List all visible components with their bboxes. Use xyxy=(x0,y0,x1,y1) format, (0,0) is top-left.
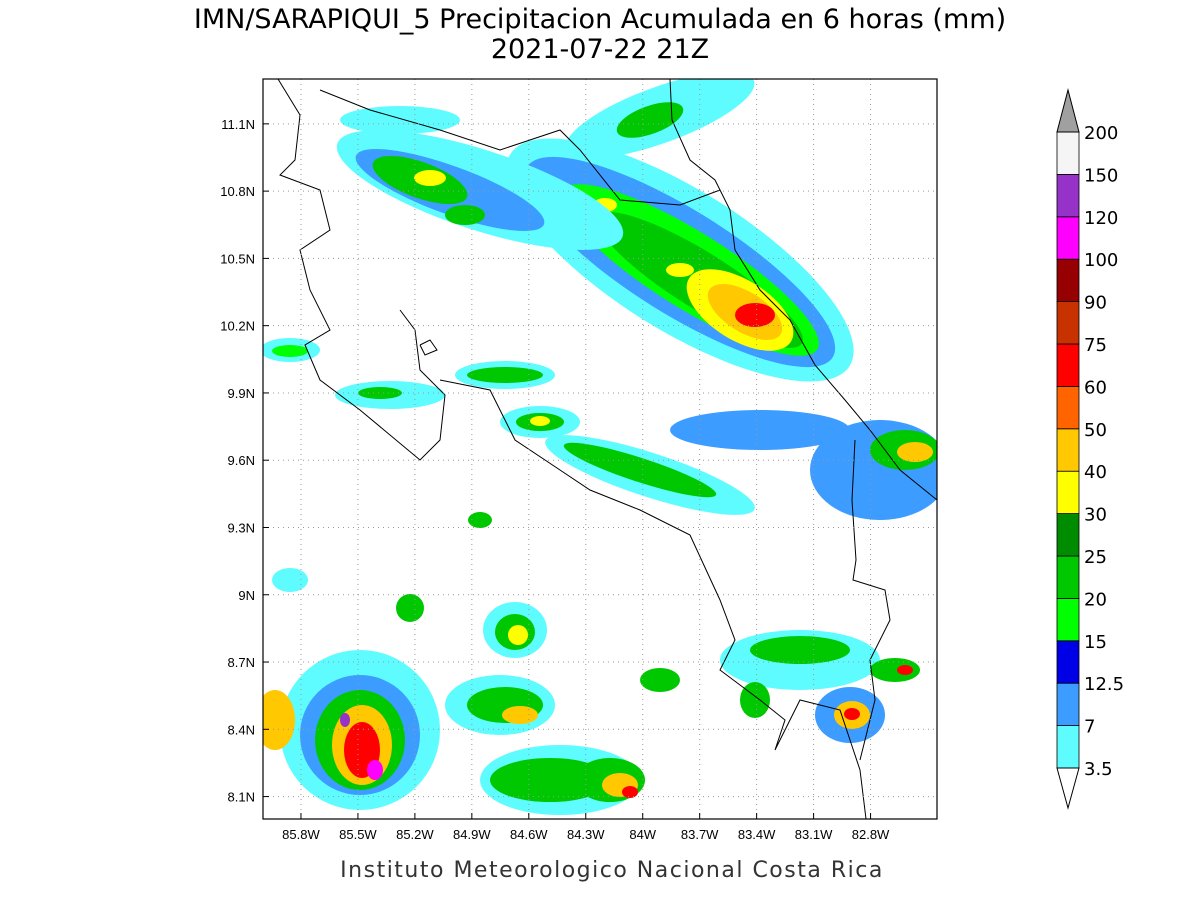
x-tick-label: 85.8W xyxy=(282,827,320,842)
colorbar-swatch xyxy=(1056,428,1080,472)
axes: 85.8W 85.5W 85.2W 84.9W 84.6W 84.3W 84W 83.7W 83… xyxy=(220,79,937,842)
y-tick-label: 9.6N xyxy=(228,453,255,468)
colorbar-over xyxy=(1056,88,1080,133)
colorbar-swatch xyxy=(1056,173,1080,218)
precip-field xyxy=(263,79,937,815)
colorbar-label: 200 xyxy=(1084,123,1118,144)
colorbar-label: 30 xyxy=(1084,505,1107,526)
colorbar-swatch xyxy=(1056,598,1080,642)
coastlines xyxy=(277,79,937,819)
colorbar-label: 20 xyxy=(1084,589,1107,610)
y-tick-label: 8.1N xyxy=(228,790,255,805)
x-tick-label: 84W xyxy=(629,827,656,842)
subtitle: 2021-07-22 21Z xyxy=(491,34,709,65)
colorbar-swatch xyxy=(1056,131,1080,175)
colorbar-label: 75 xyxy=(1084,335,1107,356)
x-tick-label: 84.3W xyxy=(567,827,605,842)
colorbar-swatch xyxy=(1056,216,1080,260)
colorbar-swatch xyxy=(1056,682,1080,727)
y-tick-label: 8.4N xyxy=(228,722,255,737)
colorbar-label: 90 xyxy=(1084,293,1107,314)
x-tick-label: 85.5W xyxy=(339,827,377,842)
colorbar-label: 50 xyxy=(1084,420,1107,441)
y-tick-label: 8.7N xyxy=(228,655,255,670)
y-tick-label: 10.2N xyxy=(220,319,255,334)
colorbar-label: 120 xyxy=(1084,208,1118,229)
y-tick-label: 9.3N xyxy=(228,520,255,535)
x-tick-label: 84.9W xyxy=(453,827,491,842)
colorbar-label: 40 xyxy=(1084,462,1107,483)
colorbar-swatch xyxy=(1056,513,1080,557)
colorbar-label: 3.5 xyxy=(1084,759,1113,780)
colorbar-label: 7 xyxy=(1084,717,1095,738)
colorbar: 3.5 7 12.5 15 20 25 30 40 50 60 75 90 100 120 150 200 xyxy=(1056,88,1124,810)
colorbar-under xyxy=(1056,767,1080,810)
colorbar-label: 25 xyxy=(1084,547,1107,568)
x-tick-label: 83.1W xyxy=(795,827,833,842)
colorbar-swatch xyxy=(1056,385,1080,430)
colorbar-swatch xyxy=(1056,258,1080,303)
y-tick-label: 9N xyxy=(238,588,255,603)
colorbar-label: 100 xyxy=(1084,250,1118,271)
colorbar-label: 12.5 xyxy=(1084,674,1124,695)
colorbar-swatch xyxy=(1056,301,1080,345)
footer: Instituto Meteorologico Nacional Costa R… xyxy=(340,858,884,883)
colorbar-label: 15 xyxy=(1084,632,1107,653)
x-tick-label: 84.6W xyxy=(510,827,548,842)
colorbar-swatch xyxy=(1056,640,1080,684)
y-tick-label: 9.9N xyxy=(228,386,255,401)
x-tick-label: 83.4W xyxy=(738,827,776,842)
colorbar-swatch xyxy=(1056,343,1080,387)
y-tick-label: 11.1N xyxy=(221,117,255,132)
x-tick-label: 83.7W xyxy=(681,827,719,842)
map-frame xyxy=(262,78,938,820)
x-tick-label: 85.2W xyxy=(396,827,434,842)
x-tick-label: 82.8W xyxy=(852,827,890,842)
colorbar-label: 60 xyxy=(1084,377,1107,398)
y-tick-label: 10.5N xyxy=(220,251,255,266)
colorbar-swatch xyxy=(1056,470,1080,515)
title: IMN/SARAPIQUI_5 Precipitacion Acumulada … xyxy=(194,4,1006,35)
y-tick-label: 10.8N xyxy=(220,184,255,199)
colorbar-swatch xyxy=(1056,725,1080,769)
colorbar-swatch xyxy=(1056,555,1080,599)
colorbar-label: 150 xyxy=(1084,165,1118,186)
